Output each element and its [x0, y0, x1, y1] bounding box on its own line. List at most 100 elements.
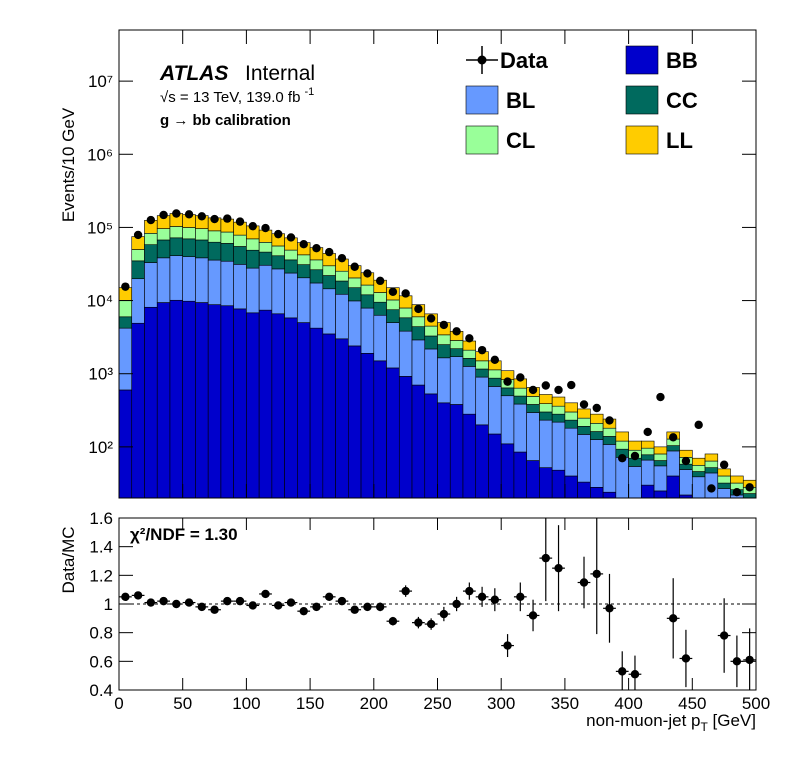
stack-bar: [322, 265, 336, 276]
ratio-point: [414, 618, 423, 627]
stack-bar: [666, 475, 680, 498]
stack-bar: [577, 417, 591, 427]
stack-bar: [335, 293, 349, 340]
ratio-point: [554, 563, 563, 573]
ratio-y-axis-title: Data/MC: [59, 526, 78, 593]
legend-swatch: [625, 85, 659, 115]
stack-bar: [220, 231, 234, 244]
data-point: [248, 221, 257, 231]
stack-bar: [500, 387, 515, 397]
data-point: [719, 460, 729, 469]
data-point: [681, 456, 691, 466]
stack-bar: [500, 443, 515, 498]
data-point: [325, 247, 334, 257]
stack-bar: [144, 262, 158, 308]
stack-bar: [246, 267, 260, 314]
ratio-point: [286, 598, 296, 607]
stack-bar: [475, 376, 489, 426]
ratio-point: [503, 641, 512, 650]
stack-bar: [360, 294, 375, 309]
stack-bar: [119, 316, 133, 329]
stack-bar: [386, 322, 400, 369]
data-point: [668, 433, 678, 442]
data-point: [618, 454, 627, 463]
stack-bar: [297, 264, 311, 279]
data-point: [337, 253, 347, 263]
ratio-point: [719, 631, 729, 640]
data-point: [490, 355, 500, 365]
stack-bar: [258, 242, 273, 253]
data-point: [630, 451, 640, 461]
stack-bar: [335, 270, 349, 282]
stack-bar: [386, 367, 400, 498]
stack-bar: [590, 487, 604, 498]
stack-bar: [742, 493, 756, 498]
stack-bar: [704, 467, 719, 474]
data-point: [592, 403, 601, 413]
stack-bar: [169, 237, 184, 256]
stack-bar: [424, 393, 438, 498]
stack-bar: [411, 326, 426, 341]
data-point: [528, 385, 538, 395]
status-label: Internal: [245, 62, 315, 85]
stack-bar: [360, 353, 375, 498]
stack-bar: [309, 282, 324, 329]
y-tick-label: 10⁶: [87, 145, 113, 164]
ratio-y-tick-label: 1: [104, 595, 113, 614]
ratio-point: [375, 602, 385, 612]
data-point: [732, 488, 742, 497]
stack-bar: [348, 287, 362, 302]
stack-bar: [437, 402, 451, 498]
stack-bar: [475, 368, 489, 378]
stack-bar: [602, 436, 617, 445]
stack-bar: [704, 497, 719, 498]
stack-bar: [641, 459, 655, 486]
stack-bar: [182, 300, 196, 498]
stack-bar: [309, 269, 324, 284]
stack-bar: [258, 264, 273, 311]
ratio-point: [490, 595, 500, 604]
stack-bar: [449, 404, 464, 498]
y-tick-label: 10⁷: [88, 72, 113, 91]
ratio-point: [172, 599, 181, 609]
stack-bar: [284, 249, 298, 261]
data-point: [261, 223, 270, 233]
stack-bar: [526, 396, 540, 405]
stack-bar: [577, 481, 591, 498]
stack-bar: [500, 395, 515, 445]
stack-bar: [653, 490, 668, 498]
data-point: [605, 416, 614, 425]
data-point: [210, 214, 219, 224]
stack-bar: [424, 335, 438, 350]
x-tick-label: 50: [173, 694, 192, 713]
ratio-panel: [119, 518, 756, 690]
stack-bar: [641, 454, 655, 461]
ratio-point: [477, 592, 487, 602]
stack-bar: [195, 257, 209, 303]
stack-bar: [386, 309, 400, 323]
stack-bar: [156, 257, 171, 303]
data-point: [159, 210, 168, 220]
x-tick-label: 250: [423, 694, 451, 713]
ratio-point: [210, 605, 219, 614]
stack-bar: [207, 259, 222, 305]
x-tick-label: 350: [551, 694, 579, 713]
legend-swatch: [625, 45, 659, 75]
ratio-point: [579, 578, 589, 587]
stack-bar: [602, 444, 617, 493]
stack-bar: [539, 403, 553, 413]
stack-bar: [220, 243, 234, 262]
ratio-point: [681, 654, 691, 663]
ratio-point: [439, 609, 449, 619]
stack-bar: [513, 395, 527, 405]
stack-bar: [398, 307, 413, 319]
ratio-point: [618, 667, 627, 676]
stack-bar: [462, 349, 477, 359]
stack-bar: [195, 228, 209, 241]
stack-bar: [704, 460, 719, 468]
energy-sup: -1: [304, 86, 314, 98]
ratio-point: [528, 611, 538, 620]
stack-bar: [322, 288, 336, 335]
legend-label: LL: [666, 128, 693, 153]
stack-bar: [258, 251, 273, 266]
